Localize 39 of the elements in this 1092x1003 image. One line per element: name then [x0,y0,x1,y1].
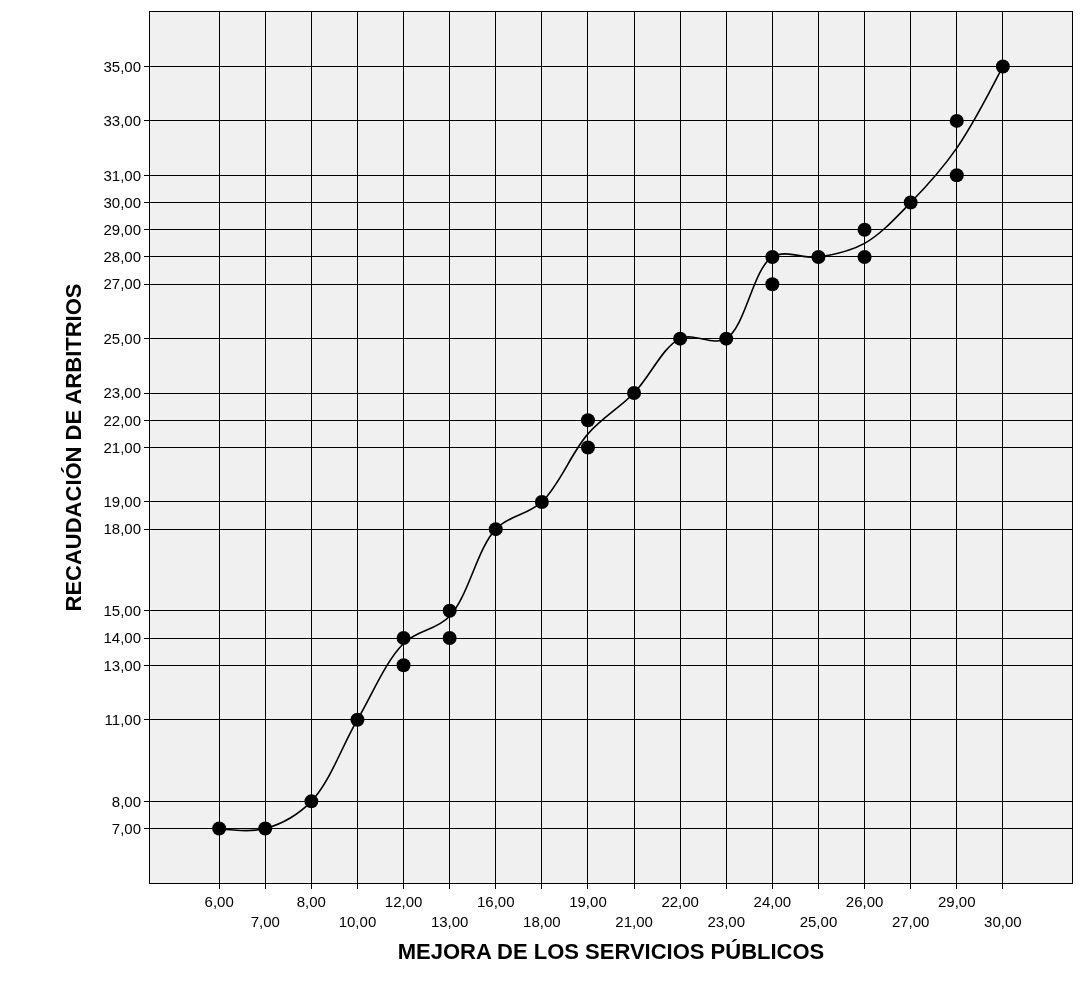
x-tick-label: 22,00 [661,893,699,910]
y-tick-label: 27,00 [103,275,141,293]
x-tick-label: 27,00 [891,912,930,930]
y-tick-label: 7,00 [111,819,141,837]
y-tick-label: 29,00 [103,221,141,238]
x-tick-label: 18,00 [523,912,561,930]
x-tick-label: 25,00 [799,912,838,930]
x-tick-label: 24,00 [753,893,792,910]
x-tick-label: 16,00 [476,893,515,910]
y-tick-label: 15,00 [103,602,141,620]
x-tick-label: 29,00 [937,893,976,910]
x-tick-label: 26,00 [845,893,884,910]
x-axis-title: MEJORA DE LOS SERVICIOS PÚBLICOS [397,939,825,965]
y-tick-label: 19,00 [103,493,141,511]
y-tick-label: 8,00 [111,792,141,810]
x-tick-label: 23,00 [707,912,746,930]
x-tick-label: 21,00 [615,912,653,930]
y-tick-label: 14,00 [103,629,141,647]
x-tick-label: 12,00 [384,893,423,910]
x-tick-label: 10,00 [338,912,377,930]
y-tick-label: 11,00 [104,710,141,728]
x-tick-label: 6,00 [204,893,234,910]
y-tick-label: 23,00 [103,384,141,402]
y-tick-label: 22,00 [103,411,141,429]
y-tick-label: 21,00 [103,438,141,456]
y-tick-label: 18,00 [103,520,141,538]
y-tick-label: 30,00 [103,193,141,211]
y-tick-label: 13,00 [103,656,141,674]
y-tick-label: 25,00 [103,329,141,347]
x-tick-label: 19,00 [569,893,607,910]
x-tick-label: 7,00 [250,912,280,930]
x-tick-label: 30,00 [984,912,1022,930]
y-tick-label: 33,00 [103,112,141,130]
x-tick-label: 8,00 [296,893,326,910]
x-tick-label: 13,00 [430,912,469,930]
y-tick-label: 31,00 [103,166,141,184]
y-tick-label: 28,00 [103,248,141,266]
y-tick-label: 35,00 [103,57,141,75]
y-axis-title: RECAUDACIÓN DE ARBITRIOS [61,283,87,612]
